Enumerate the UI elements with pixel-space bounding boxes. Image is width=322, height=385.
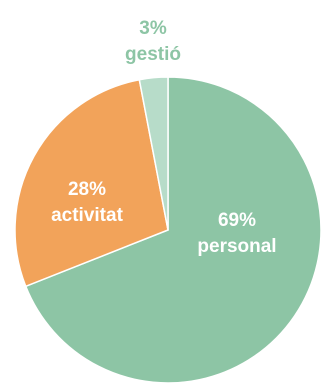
slice-name-activitat: activitat <box>51 205 123 226</box>
pie-slice-activitat <box>14 78 169 288</box>
slice-value-activitat: 28% <box>68 179 106 200</box>
slice-name-personal: personal <box>197 236 276 257</box>
slice-label-gestió: 3% gestió <box>125 18 181 65</box>
pie-slice-gestió <box>138 76 169 231</box>
slice-label-activitat: 28% activitat <box>51 179 123 226</box>
slice-name-gestió: gestió <box>125 44 181 65</box>
slice-value-gestió: 3% <box>139 18 167 39</box>
pie-slice-personal <box>24 76 322 384</box>
slice-value-personal: 69% <box>218 210 256 231</box>
slice-label-personal: 69% personal <box>197 210 276 257</box>
